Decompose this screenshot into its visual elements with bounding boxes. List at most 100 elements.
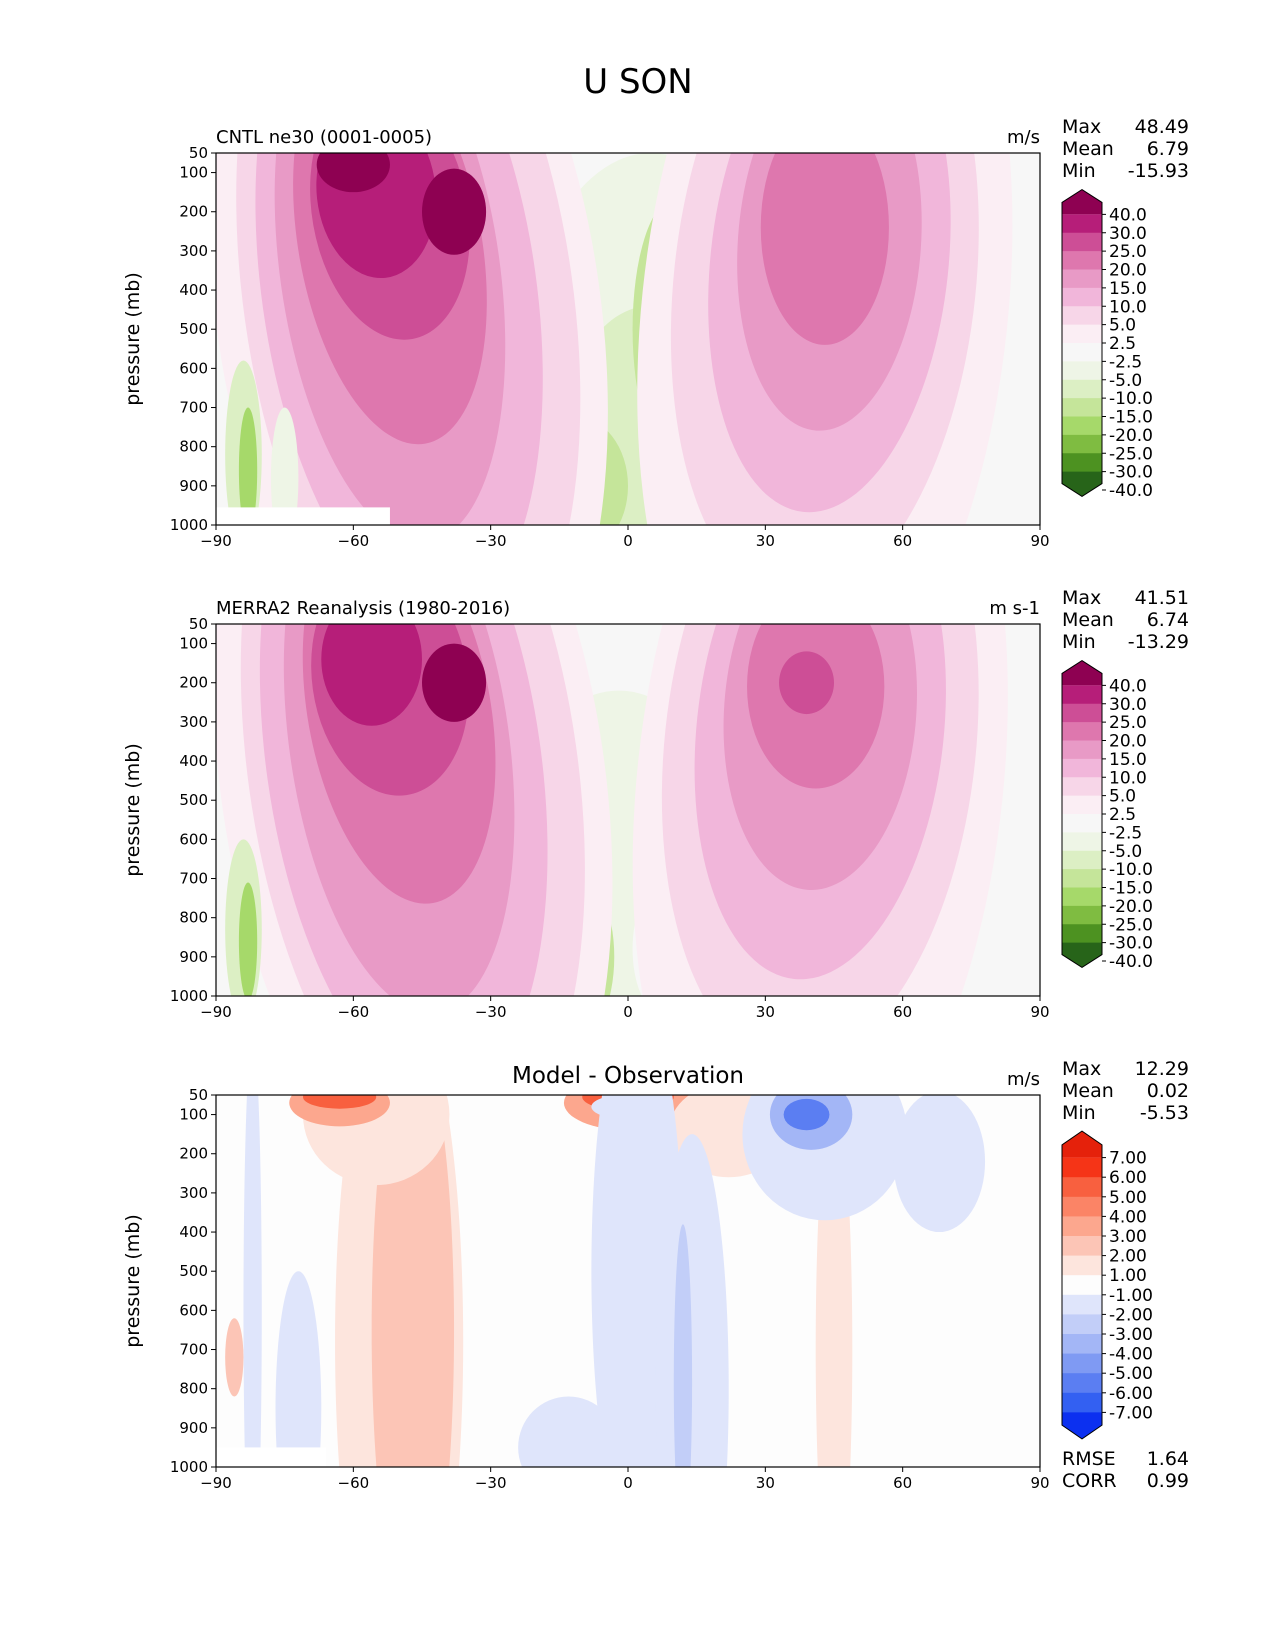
panel-left-title: MERRA2 Reanalysis (1980-2016) <box>216 598 510 619</box>
colorbar-label: -7.00 <box>1109 1403 1153 1423</box>
y-tick-label: 50 <box>189 144 208 162</box>
colorbar-label: 2.00 <box>1109 1247 1147 1267</box>
colorbar-segment <box>1062 1255 1102 1276</box>
colorbar-extend-bottom <box>1062 942 1102 968</box>
y-tick-label: 700 <box>179 870 208 888</box>
contour-region <box>760 153 889 345</box>
stat-value: 41.51 <box>1135 587 1189 609</box>
stat-value: -15.93 <box>1128 160 1189 182</box>
colorbar-segment <box>1062 1177 1102 1198</box>
colorbar-segment <box>1062 1334 1102 1355</box>
colorbar-label: -3.00 <box>1109 1325 1153 1345</box>
contour-region <box>270 407 299 525</box>
colorbar-label: 30.0 <box>1109 224 1147 244</box>
y-tick-label: 50 <box>189 1086 208 1104</box>
x-tick-label: −90 <box>200 1003 232 1021</box>
colorbar-outline <box>1061 188 1103 498</box>
contour-region <box>238 407 258 525</box>
stat-label: Max <box>1062 587 1101 609</box>
colorbar-segment <box>1062 232 1102 252</box>
rmse-label: RMSE <box>1062 1448 1116 1470</box>
colorbar-label: -15.0 <box>1109 408 1153 428</box>
y-tick-label: 400 <box>179 752 208 770</box>
colorbar-segment <box>1062 1196 1102 1217</box>
colorbar-segment <box>1062 758 1102 778</box>
colorbar-label: -40.0 <box>1109 952 1153 972</box>
colorbar-segment <box>1062 777 1102 797</box>
x-tick-label: 0 <box>623 1003 633 1021</box>
colorbar-label: 6.00 <box>1109 1168 1147 1188</box>
y-tick-label: 600 <box>179 830 208 848</box>
y-tick-label: 800 <box>179 1380 208 1398</box>
stat-label: Min <box>1062 160 1096 182</box>
colorbar-segment <box>1062 416 1102 436</box>
colorbar-outline <box>1061 659 1103 969</box>
colorbar-segment <box>1062 740 1102 760</box>
y-tick-label: 400 <box>179 1223 208 1241</box>
colorbar-segment <box>1062 251 1102 270</box>
figure-title: U SON <box>583 62 692 102</box>
colorbar-label: -2.5 <box>1109 352 1142 372</box>
y-axis-label: pressure (mb) <box>122 272 144 406</box>
y-tick-label: 900 <box>179 477 208 495</box>
stat-label: Mean <box>1062 138 1114 160</box>
panel-left-title: CNTL ne30 (0001-0005) <box>216 127 432 148</box>
colorbar-segment <box>1062 1353 1102 1374</box>
y-tick-label: 100 <box>179 164 208 182</box>
y-tick-label: 700 <box>179 399 208 417</box>
colorbar-label: -30.0 <box>1109 934 1153 954</box>
missing-data-region <box>216 1447 326 1467</box>
y-tick-label: 100 <box>179 1106 208 1124</box>
colorbar-segment <box>1062 1236 1102 1257</box>
x-tick-label: 0 <box>623 1474 633 1492</box>
colorbar-label: 5.00 <box>1109 1188 1147 1208</box>
stat-label: Max <box>1062 1058 1101 1080</box>
colorbar-segment <box>1062 306 1102 326</box>
contour-region <box>238 882 258 996</box>
x-tick-label: 60 <box>893 1474 912 1492</box>
colorbar-segment <box>1062 795 1102 815</box>
model-panel: −90 −60 −30 0 30 60 90 50 100 200 300 400 500 600 700 8… <box>122 116 1189 550</box>
colorbar-extend-top <box>1062 660 1102 686</box>
y-tick-label: 900 <box>179 948 208 966</box>
colorbar-label: 20.0 <box>1109 261 1147 281</box>
colorbar-segment <box>1062 324 1102 344</box>
colorbar-label: -15.0 <box>1109 879 1153 899</box>
colorbar-segment <box>1062 814 1102 833</box>
colorbar-label: -10.0 <box>1109 860 1153 880</box>
stat-label: Max <box>1062 116 1101 138</box>
y-tick-label: 500 <box>179 791 208 809</box>
colorbar-segment <box>1062 685 1102 705</box>
colorbar-segment <box>1062 269 1102 289</box>
x-tick-label: −60 <box>338 1003 370 1021</box>
colorbar-label: 2.5 <box>1109 805 1136 825</box>
colorbar-extend-top <box>1062 189 1102 215</box>
colorbar-label: 10.0 <box>1109 768 1147 788</box>
panel-title: Model - Observation <box>512 1063 744 1089</box>
contour-region <box>371 1095 455 1467</box>
stat-value: 0.02 <box>1147 1080 1189 1102</box>
y-tick-label: 900 <box>179 1419 208 1437</box>
colorbar-segment <box>1062 1157 1102 1178</box>
stat-value: 48.49 <box>1135 116 1189 138</box>
contour-region <box>225 1318 244 1397</box>
colorbar-label: 2.5 <box>1109 334 1136 354</box>
corr-label: CORR <box>1062 1470 1117 1492</box>
contour-region <box>783 1098 830 1131</box>
colorbar-extend-bottom <box>1062 471 1102 497</box>
observation-panel: −90 −60 −30 0 30 60 90 50 100 200 300 400 500 600 700 8… <box>122 587 1189 1021</box>
colorbar-segment <box>1062 1294 1102 1315</box>
colorbar-segment <box>1062 869 1102 888</box>
contour-region <box>321 624 422 726</box>
colorbar-segment <box>1062 453 1102 473</box>
colorbar-segment <box>1062 1373 1102 1394</box>
y-tick-label: 200 <box>179 674 208 692</box>
y-tick-label: 200 <box>179 203 208 221</box>
colorbar-label: -30.0 <box>1109 463 1153 483</box>
y-tick-label: 600 <box>179 1301 208 1319</box>
colorbar-segment <box>1062 1314 1102 1335</box>
x-tick-label: −60 <box>338 1474 370 1492</box>
x-tick-label: −90 <box>200 532 232 550</box>
colorbar-label: 15.0 <box>1109 279 1147 299</box>
contour-region <box>316 153 437 279</box>
